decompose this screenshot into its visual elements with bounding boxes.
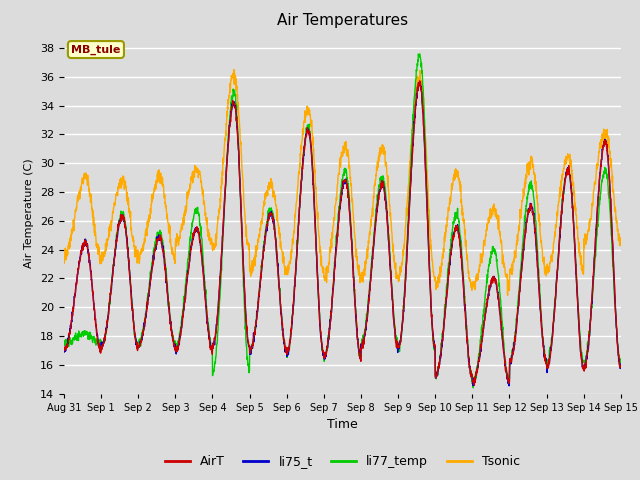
Y-axis label: Air Temperature (C): Air Temperature (C) <box>24 159 35 268</box>
Legend: AirT, li75_t, li77_temp, Tsonic: AirT, li75_t, li77_temp, Tsonic <box>160 450 525 473</box>
X-axis label: Time: Time <box>327 418 358 431</box>
Text: MB_tule: MB_tule <box>71 44 120 55</box>
Title: Air Temperatures: Air Temperatures <box>277 13 408 28</box>
